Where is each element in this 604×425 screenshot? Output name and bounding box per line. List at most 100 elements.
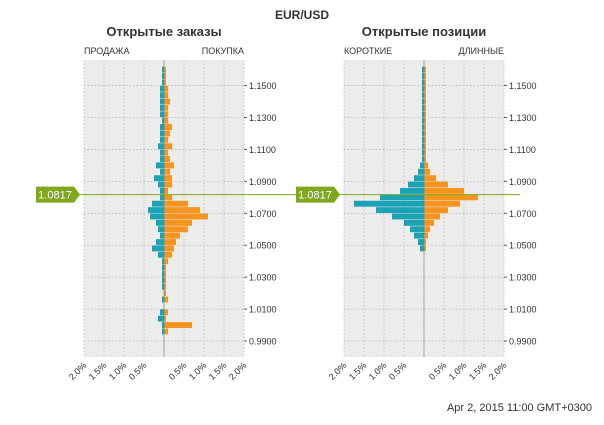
buy-bar: [424, 200, 460, 207]
sell-bar: [158, 315, 164, 322]
sell-bar: [422, 124, 424, 131]
x-tick-label: 0.5%: [127, 360, 149, 382]
sell-bar: [400, 187, 424, 194]
y-tick-label: 1.1300: [249, 113, 277, 123]
y-tick-label: 1.0900: [509, 177, 537, 187]
buy-bar: [164, 264, 166, 271]
buy-bar: [424, 104, 426, 111]
buy-bar: [424, 162, 428, 169]
buy-bar: [164, 322, 192, 329]
sell-bar: [422, 79, 424, 86]
buy-bar: [164, 104, 168, 111]
x-tick-label: 1.0%: [107, 360, 129, 382]
buy-bar: [164, 315, 166, 322]
sell-bar: [422, 73, 424, 79]
buy-bar: [164, 290, 166, 297]
x-tick-label: 0.5%: [387, 360, 409, 382]
sell-bar: [158, 181, 164, 188]
buy-bar: [164, 66, 166, 73]
y-tick-label: 1.0500: [249, 241, 277, 251]
sell-bar: [420, 245, 424, 252]
buy-bar: [424, 79, 426, 86]
y-tick-label: 0.9900: [249, 337, 277, 347]
sell-bar: [392, 213, 424, 220]
sell-bar: [162, 73, 164, 79]
y-tick-label: 1.0700: [249, 209, 277, 219]
sell-bar: [422, 117, 424, 124]
sell-bar: [408, 181, 424, 188]
sell-bar: [156, 162, 164, 169]
sell-bar: [160, 168, 164, 175]
sell-bar: [418, 239, 424, 245]
sell-bar: [422, 111, 424, 118]
buy-bar: [424, 219, 434, 226]
sell-bar: [160, 92, 164, 99]
sell-bar: [152, 245, 164, 252]
sell-bar: [158, 143, 164, 150]
current-price-value: 1.0817: [298, 190, 332, 202]
x-tick-label: 1.5%: [467, 360, 489, 382]
y-tick-label: 0.9900: [509, 337, 537, 347]
sell-bar: [422, 66, 424, 73]
buy-bar: [424, 136, 426, 143]
y-tick-label: 1.1500: [509, 81, 537, 91]
buy-bar: [424, 85, 426, 92]
sell-bar: [160, 98, 164, 105]
x-tick-label: 1.0%: [447, 360, 469, 382]
buy-bar: [424, 213, 440, 220]
sell-bar: [154, 175, 164, 182]
buy-bar: [424, 66, 426, 73]
sell-bar: [410, 226, 424, 233]
sell-bar: [156, 219, 164, 226]
open-positions-title: Открытые позиции: [362, 24, 486, 39]
buy-bar: [164, 277, 166, 284]
buy-bar: [424, 187, 464, 194]
sell-bar: [420, 162, 424, 169]
sell-bar: [418, 168, 424, 175]
open-orders-x-ticks: 2.0%1.5%1.0%0.5% 0.5%1.0%1.5%2.0%: [67, 360, 249, 382]
sell-bar: [158, 251, 164, 258]
price-tag-shape: [36, 186, 80, 203]
buy-bar: [424, 239, 426, 245]
sell-bar: [422, 136, 424, 143]
x-tick-label: 1.5%: [207, 360, 229, 382]
y-tick-label: 1.1500: [249, 81, 277, 91]
buy-bar: [424, 98, 426, 105]
y-tick-label: 1.0900: [249, 177, 277, 187]
buy-bar: [424, 232, 428, 239]
buy-bar: [164, 296, 168, 303]
open-positions-x-ticks: 2.0%1.5%1.0%0.5% 0.5%1.0%1.5%2.0%: [327, 360, 509, 382]
buy-bar: [164, 92, 168, 99]
buy-bar: [424, 194, 478, 201]
x-tick-label: 2.0%: [227, 360, 249, 382]
buy-bar: [164, 258, 168, 265]
sell-bar: [422, 143, 424, 150]
sell-bar: [376, 207, 424, 214]
buy-bar: [164, 136, 168, 143]
sell-bar: [162, 296, 164, 303]
buy-bar: [424, 245, 426, 252]
open-orders-bars: [148, 60, 208, 357]
sell-bar: [152, 200, 164, 207]
sell-bar: [160, 136, 164, 143]
y-tick-label: 1.1300: [509, 113, 537, 123]
buy-bar: [164, 207, 200, 214]
buy-bar: [424, 130, 426, 137]
sell-bar: [160, 104, 164, 111]
y-tick-label: 1.0100: [249, 305, 277, 315]
sell-bar: [162, 322, 164, 329]
x-tick-label: 0.5%: [167, 360, 189, 382]
sell-bar: [160, 149, 164, 156]
buy-bar: [424, 143, 426, 150]
buy-bar: [164, 226, 188, 233]
y-tick-label: 1.0700: [509, 209, 537, 219]
sell-bar: [162, 328, 164, 335]
buy-bar: [424, 124, 426, 131]
buy-bar: [164, 309, 168, 316]
buy-bar: [164, 117, 168, 124]
y-tick-label: 1.0100: [509, 305, 537, 315]
buy-bar: [424, 73, 426, 79]
sell-bar: [148, 207, 164, 214]
x-tick-label: 2.0%: [487, 360, 509, 382]
sell-bar: [160, 130, 164, 137]
